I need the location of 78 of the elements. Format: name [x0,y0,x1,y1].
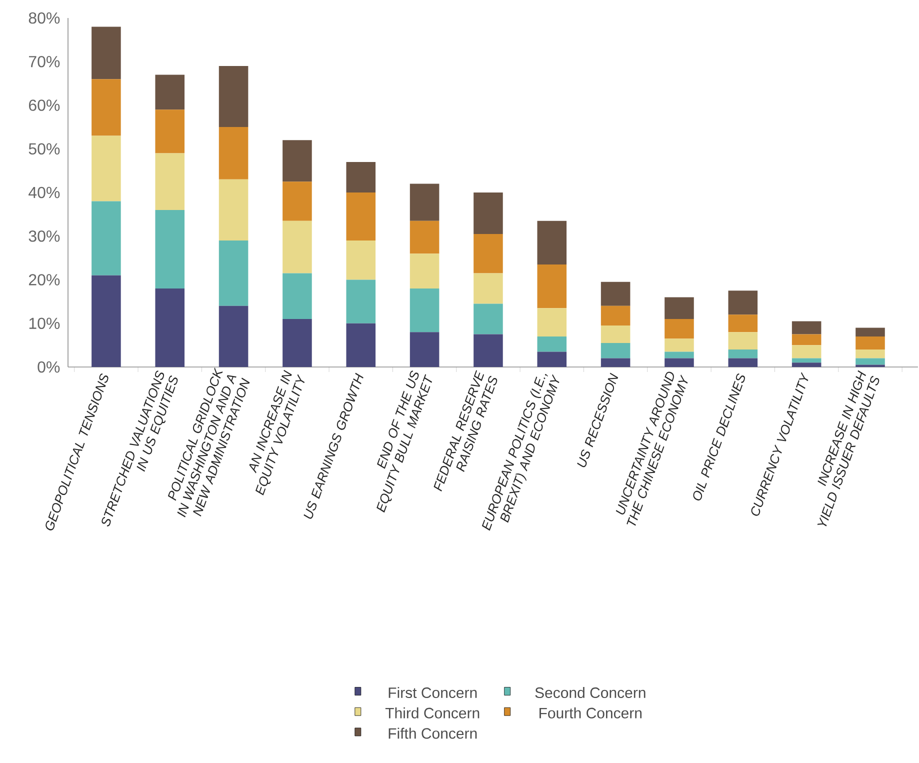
bar [282,220,312,274]
bar [282,140,312,182]
bar [664,319,694,339]
bar [410,220,440,254]
bar [792,362,822,367]
bar [664,352,694,358]
bar [537,264,567,308]
bar [537,352,567,367]
bar [728,350,758,358]
bar [218,306,248,367]
bar [474,192,503,234]
y-tick-label: 70% [29,56,60,68]
y-tick-label: 40% [28,186,60,198]
y-tick-label: 0% [38,361,60,373]
bar [728,332,758,350]
legend-label: Third Concern [385,707,480,718]
bar [92,136,121,202]
bar [92,26,121,80]
bar [155,74,185,110]
legend-label: First Concern [388,687,477,698]
bar [664,297,694,320]
bar [218,127,248,180]
bar [474,273,503,304]
bar [856,336,885,350]
bar [856,358,885,365]
bar [155,153,185,210]
y-tick-label: 30% [28,230,60,242]
bar [410,184,440,221]
bar [346,162,376,192]
bar [792,358,822,363]
bar [856,328,885,336]
bar [346,240,376,280]
bar [537,336,567,352]
bar [92,201,121,276]
bar [537,308,567,336]
bar [92,275,121,367]
bar [600,306,630,326]
bar [600,343,630,358]
y-tick-label: 10% [29,318,60,330]
bar [155,288,185,367]
bar [474,304,503,334]
bar [410,332,440,367]
bar [155,110,185,154]
bar [155,210,185,288]
bar [600,282,630,306]
bar [792,334,822,346]
bar [282,319,312,367]
bar [728,290,758,315]
legend-label: Second Concern [535,687,646,698]
bar [282,273,312,320]
bar [218,240,248,306]
bar [92,79,121,136]
y-tick-label: 60% [29,100,60,111]
bar [728,358,758,367]
y-tick-label: 50% [28,143,60,155]
bar [410,254,440,288]
bar [792,345,822,358]
bar [856,350,885,358]
bar [282,182,312,221]
bar [346,323,376,367]
bar [346,280,376,324]
bar [346,192,376,240]
bar [664,358,694,367]
y-tick-label: 20% [28,274,60,286]
y-tick-label: 80% [28,12,60,24]
bar [410,288,440,332]
bar [218,66,248,128]
bar [600,358,630,367]
legend-label: Fourth Concern [540,707,642,718]
bar [474,334,503,367]
bar [792,321,822,334]
bar [664,338,694,352]
bar [728,314,758,332]
bar [600,326,630,343]
legend-label: Fifth Concern [388,728,477,739]
bar [537,220,567,264]
bar [474,234,503,274]
bar [218,179,248,240]
